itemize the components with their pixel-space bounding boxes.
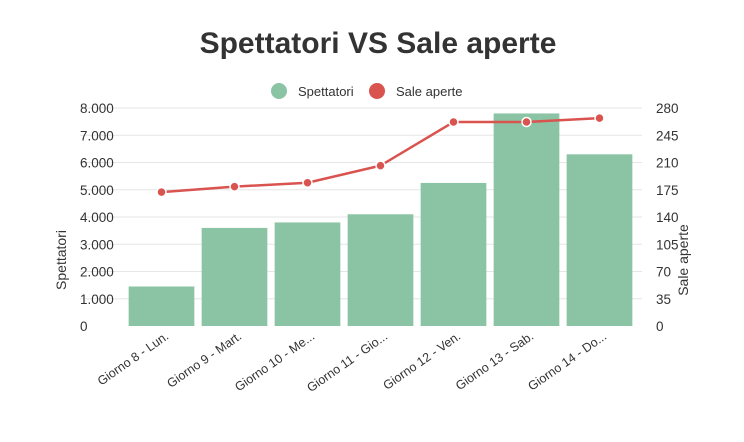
legend-marker-sale-aperte <box>369 83 385 99</box>
y2-axis-ticks: 0 35 70 105 140 175 210 245 280 <box>656 101 679 334</box>
bar <box>566 154 633 326</box>
y2-tick-label: 0 <box>656 319 664 334</box>
line-point <box>375 160 386 171</box>
y2-tick-label: 70 <box>656 265 671 280</box>
y2-tick-label: 280 <box>656 101 679 116</box>
bar <box>274 222 341 326</box>
y2-tick-label: 140 <box>656 210 679 225</box>
legend-label-spettatori: Spettatori <box>298 84 354 99</box>
line-point <box>229 181 240 192</box>
y-tick-label: 2.000 <box>80 265 114 280</box>
line-point <box>302 177 313 188</box>
line-point <box>521 116 532 128</box>
y2-tick-label: 35 <box>656 292 671 307</box>
y-tick-label: 5.000 <box>80 183 114 198</box>
x-tick-label: Giorno 8 - Lun. <box>95 329 171 388</box>
x-tick-label: Giorno 14 - Do... <box>525 329 609 393</box>
y-tick-label: 0 <box>80 319 88 334</box>
y-tick-label: 1.000 <box>80 292 114 307</box>
x-tick-label: Giorno 9 - Mart. <box>164 329 244 391</box>
bars <box>128 113 633 326</box>
y-axis-ticks: 0 1.000 2.000 3.000 4.000 5.000 6.000 7.000 8.00… <box>80 101 114 334</box>
y2-tick-label: 105 <box>656 237 679 252</box>
y2-axis-title: Sale aperte <box>675 224 691 296</box>
x-tick-label: Giorno 12 - Ven. <box>381 329 464 393</box>
x-tick-label: Giorno 11 - Gio... <box>304 329 390 395</box>
y-tick-label: 3.000 <box>80 237 114 252</box>
bar <box>201 227 268 326</box>
line-point <box>594 112 605 124</box>
y2-tick-label: 175 <box>656 183 679 198</box>
x-axis-ticks: Giorno 8 - Lun.Giorno 9 - Mart.Giorno 10… <box>95 329 609 395</box>
x-tick-label: Giorno 13 - Sab. <box>453 329 536 393</box>
bar <box>347 214 414 326</box>
line-series <box>156 112 605 198</box>
bar <box>420 182 487 326</box>
line-point <box>156 186 167 198</box>
y-tick-label: 4.000 <box>80 210 114 225</box>
y2-tick-label: 245 <box>656 128 679 143</box>
line-point <box>448 116 459 128</box>
legend: Spettatori Sale aperte <box>271 83 463 99</box>
y-tick-label: 8.000 <box>80 101 114 116</box>
y2-tick-label: 210 <box>656 156 679 171</box>
chart-title: Spettatori VS Sale aperte <box>200 27 557 60</box>
legend-marker-spettatori <box>271 83 287 99</box>
legend-label-sale-aperte: Sale aperte <box>396 84 463 99</box>
bar <box>493 113 560 326</box>
y-tick-label: 7.000 <box>80 128 114 143</box>
y-tick-label: 6.000 <box>80 156 114 171</box>
y-axis-title: Spettatori <box>53 230 69 290</box>
bar <box>128 286 195 326</box>
